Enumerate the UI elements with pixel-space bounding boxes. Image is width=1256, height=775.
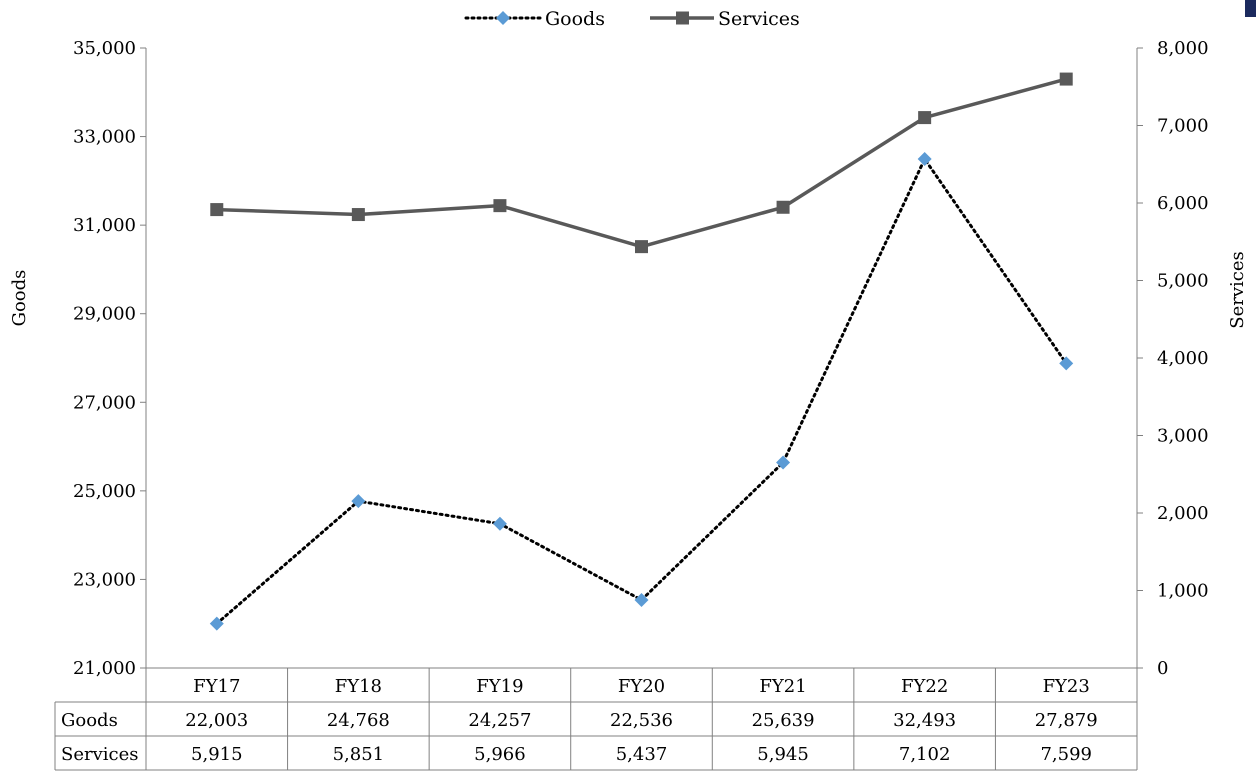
table-cell-value: 5,945: [757, 744, 809, 765]
services-point: [776, 200, 790, 214]
goods-point: [917, 152, 932, 167]
table-cell-value: 27,879: [1035, 710, 1098, 731]
y-axis-title-right: Services: [1227, 251, 1248, 328]
table-cell-value: 5,966: [474, 744, 526, 765]
goods-point: [1059, 356, 1074, 371]
table-row-header: Services: [61, 744, 138, 765]
table-cell-value: 25,639: [752, 710, 815, 731]
legend-services-label: Services: [718, 8, 800, 30]
goods-point: [634, 592, 649, 607]
axes: [140, 47, 1143, 669]
table-cell-value: 24,257: [468, 710, 531, 731]
y-tick-label-right: 3,000: [1157, 426, 1209, 447]
y-tick-label-right: 4,000: [1157, 348, 1209, 369]
y-axis-title-left: Goods: [9, 270, 30, 327]
table-cell-value: 5,851: [333, 744, 385, 765]
y-tick-label-right: 8,000: [1157, 38, 1209, 59]
y-tick-label-left: 31,000: [73, 215, 136, 236]
y-tick-label-left: 35,000: [73, 38, 136, 59]
goods-point: [776, 455, 791, 470]
table-cell-value: 7,102: [899, 744, 951, 765]
x-tick-label: FY19: [476, 676, 523, 697]
y-tick-label-right: 5,000: [1157, 271, 1209, 292]
services-point: [635, 240, 648, 254]
data-table: FY17 FY18 FY19 FY20 FY21 FY22 FY23 Goods 22,003 2…: [54, 667, 1138, 771]
services-point: [918, 111, 932, 125]
y-tick-label-right: 1,000: [1157, 581, 1209, 602]
y-tick-label-right: 2,000: [1157, 503, 1209, 524]
goods-point: [209, 616, 224, 631]
y-tick-label-left: 25,000: [73, 481, 136, 502]
x-tick-label: FY17: [193, 676, 240, 697]
legend: Goods Services: [464, 8, 800, 30]
goods-point: [492, 516, 507, 531]
services-line: [216, 77, 1067, 249]
table-cell-value: 7,599: [1040, 744, 1092, 765]
corner-decoration: [1245, 0, 1256, 17]
y-tick-label-right: 6,000: [1157, 193, 1209, 214]
x-tick-label: FY20: [618, 676, 665, 697]
services-point: [351, 208, 365, 222]
y-tick-label-left: 29,000: [73, 304, 136, 325]
services-point: [1059, 72, 1073, 86]
table-cell-value: 5,437: [616, 744, 668, 765]
x-tick-label: FY18: [335, 676, 382, 697]
y-tick-label-left: 27,000: [73, 392, 136, 413]
table-row-header: Goods: [61, 710, 118, 731]
y-tick-label-left: 21,000: [73, 658, 136, 679]
series-layer: [209, 72, 1074, 631]
table-cell-value: 22,536: [610, 710, 673, 731]
x-tick-label: FY23: [1043, 676, 1090, 697]
services-point: [493, 199, 507, 213]
y-tick-label-left: 23,000: [73, 569, 136, 590]
goods-line: [215, 156, 1068, 626]
table-cell-value: 24,768: [327, 710, 390, 731]
goods-point: [351, 494, 366, 509]
tick-labels: 21,000 23,000 25,000 27,000 29,000 31,000 33,0…: [73, 38, 1209, 679]
x-tick-label: FY22: [901, 676, 948, 697]
services-point: [210, 203, 224, 217]
y-tick-label-left: 33,000: [73, 127, 136, 148]
table-cell-value: 5,915: [191, 744, 243, 765]
table-cell-value: 22,003: [185, 710, 248, 731]
y-tick-label-right: 7,000: [1157, 116, 1209, 137]
legend-goods-marker: [496, 11, 510, 25]
x-tick-label: FY21: [759, 676, 806, 697]
legend-services-marker: [676, 11, 689, 25]
table-cell-value: 32,493: [893, 710, 956, 731]
y-tick-label-right: 0: [1157, 658, 1168, 679]
legend-goods-label: Goods: [545, 8, 605, 30]
